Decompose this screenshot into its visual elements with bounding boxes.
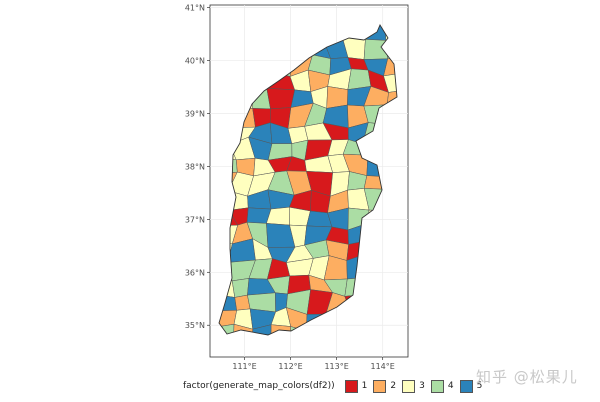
lat-tick-label: 41°N [185,4,205,13]
legend-swatch [373,379,387,393]
county-polygon [219,323,235,335]
lon-tick-label: 112°E [278,362,302,371]
legend-label: 1 [361,381,368,391]
lat-tick-label: 40°N [185,57,205,66]
legend-swatch [402,379,416,393]
watermark: 知乎 @松果儿 [476,368,578,386]
county-polygon [326,86,349,109]
lat-tick-label: 37°N [185,215,205,224]
legend-key-2: 2 [373,379,397,393]
county-polygon [251,324,272,335]
province-outline [218,24,398,336]
lat-tick-label: 38°N [185,162,205,171]
legend-label: 2 [390,381,397,391]
lat-tick-label: 39°N [185,110,205,119]
county-polygon [266,88,296,110]
legend-swatch [430,379,444,393]
legend-title: factor(generate_map_colors(df2)) [183,381,335,391]
county-polygon [347,68,372,90]
lon-tick-label: 111°E [232,362,256,371]
lon-tick-label: 113°E [324,362,348,371]
county-polygon [231,278,250,298]
legend-key-1: 1 [344,379,368,393]
legend-key-5: 5 [459,379,483,393]
legend: factor(generate_map_colors(df2)) 1 2 3 4… [183,377,482,395]
county-polygon [232,323,254,335]
legend-swatch [459,379,473,393]
legend-key-4: 4 [430,379,454,393]
legend-label: 5 [476,381,483,391]
lon-tick-label: 114°E [371,362,395,371]
lat-tick-label: 36°N [185,268,205,277]
axes: 41°N 40°N 39°N 38°N 37°N 36°N 35°N 111°E 112°E 11… [185,4,395,371]
legend-label: 3 [419,381,425,391]
legend-swatch [344,379,358,393]
lat-tick-label: 35°N [185,321,205,330]
legend-key-3: 3 [402,379,425,393]
legend-label: 4 [447,381,454,391]
